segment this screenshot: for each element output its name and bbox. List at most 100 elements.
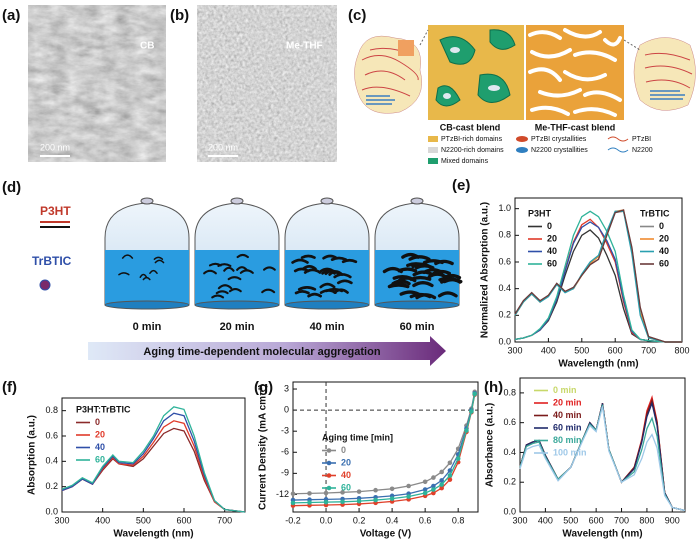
data-point [307,500,312,505]
x-tick-label: 800 [674,345,689,355]
legend-text: PTzBI crystallities [531,136,587,143]
data-line [292,393,476,504]
legend-label: 60 [547,258,557,268]
aggregate [217,263,232,267]
tem-image [28,5,166,162]
aggregate [437,291,458,298]
diagram-title: Me-THF-cast blend [535,122,616,132]
x-tick-label: 0.8 [452,515,465,525]
x-tick-label: 0.2 [353,515,366,525]
y-tick-label: 0.0 [45,506,58,516]
y-tick-label: 0.2 [498,310,511,320]
aggregate [414,264,435,270]
y-tick-label: 0.4 [498,283,511,293]
data-point [406,483,411,489]
time-label: 40 min [310,321,345,333]
aggregate [397,276,417,283]
aggregate [236,253,249,259]
panel-label: (a) [2,7,20,24]
data-line [519,406,686,512]
aggregate [333,273,352,279]
legend-label: 40 min [553,410,582,420]
legend-label: 40 [341,470,351,480]
aggregate [203,269,217,275]
legend-text: PTzBI [632,136,651,143]
data-point [340,499,345,505]
panel-label: (g) [254,379,273,396]
y-tick-label: 0.4 [503,447,516,457]
legend-label: 0 [547,221,552,231]
legend-text: N2200 [632,147,653,154]
solution [285,250,369,305]
aggregate [154,259,165,264]
x-axis-label: Wavelength (nm) [562,529,642,540]
y-axis-label: Absorption (a.u.) [27,415,38,495]
x-tick-label: -0.2 [285,515,301,525]
data-point [422,487,428,492]
aggregate [223,266,235,272]
data-point [431,487,436,492]
legend-label: 20 [95,429,105,439]
data-point [307,491,312,496]
x-tick-label: 700 [217,515,232,525]
y-tick-label: 0.8 [498,230,511,240]
aggregate [427,272,447,279]
arrow-label: Aging time-dependent molecular aggregati… [143,346,380,358]
x-axis-label: Wavelength (nm) [558,359,638,370]
aggregate [262,266,276,271]
vials [104,197,463,310]
y-tick-label: -3 [281,426,289,436]
data-point [340,490,345,495]
legend-text: PTzBI-rich domains [441,136,503,143]
y-tick-label: 3 [284,383,289,393]
y-tick-label: 0.8 [503,387,516,397]
vial-cap [140,197,154,205]
vial-cap [230,197,244,205]
data-point [290,500,296,506]
legend-label: 60 [95,454,105,464]
aggregate [139,273,148,279]
legend-label: 20 [547,233,557,243]
data-point [356,498,362,504]
legend-label: 40 [95,442,105,452]
acceptor-icon [39,279,51,291]
legend-label: 40 [547,246,557,256]
x-tick-label: 500 [574,345,589,355]
data-point [290,491,296,497]
aggregate [442,277,463,284]
data-point [439,482,444,487]
data-point [422,479,428,485]
aggregate [227,276,242,281]
x-tick-label: 0.6 [419,515,432,525]
data-line [514,209,682,343]
y-tick-label: 0.6 [45,430,58,440]
legend-label: 80 min [553,435,582,445]
aggregate [432,269,451,275]
morphology-diagram [354,25,696,164]
vial-cap [410,197,424,205]
y-tick-label: 0.8 [45,405,58,415]
scale-label: 200 nm [208,142,238,152]
plot-frame [514,197,683,343]
aggregate [319,282,336,289]
x-tick-label: 600 [589,515,604,525]
x-tick-label: 300 [507,345,522,355]
plot-frame [519,377,686,513]
data-line [61,412,246,513]
aggregate [239,269,254,274]
aggregate [388,281,409,289]
data-point [431,475,436,480]
x-tick-label: 500 [563,515,578,525]
x-tick-label: 700 [614,515,629,525]
vial-cap [320,197,334,205]
x-tick-label: 400 [541,345,556,355]
aggregate [434,259,454,266]
legend-label: 0 [95,417,100,427]
data-line [514,210,682,343]
y-tick-label: 0.2 [503,477,516,487]
panel-label: (h) [484,379,503,396]
aggregate [399,290,421,296]
data-point [455,456,461,461]
